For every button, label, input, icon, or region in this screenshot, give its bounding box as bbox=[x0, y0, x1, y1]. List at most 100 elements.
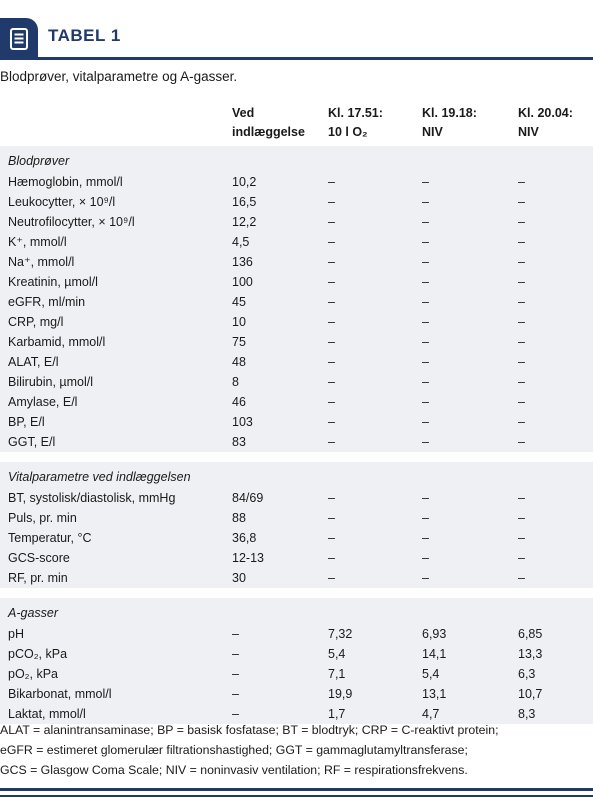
table-title: TABEL 1 bbox=[48, 26, 121, 45]
cell-value: – bbox=[518, 392, 593, 412]
column-header: Kl. 17.51: 10 l O₂ bbox=[328, 106, 383, 139]
cell-value: 83 bbox=[232, 432, 328, 452]
cell-value: 14,1 bbox=[422, 644, 518, 664]
table-body: Blodprøver Hæmoglobin, mmol/l 10,2– – – Leuko… bbox=[0, 146, 593, 724]
cell-value: – bbox=[518, 412, 593, 432]
footnote-line: ALAT = alanintransaminase; BP = basisk f… bbox=[0, 723, 499, 737]
table-row: GCS-score 12-13– – – bbox=[0, 548, 593, 568]
cell-value: 8 bbox=[232, 372, 328, 392]
table-row: Amylase, E/l 46– – – bbox=[0, 392, 593, 412]
row-label: Kreatinin, µmol/l bbox=[0, 272, 232, 292]
column-header-row: Ved indlæggelse Kl. 17.51: 10 l O₂ Kl. 19.… bbox=[0, 100, 593, 146]
table-row: ALAT, E/l 48– – – bbox=[0, 352, 593, 372]
table-row: Hæmoglobin, mmol/l 10,2– – – bbox=[0, 172, 593, 192]
data-table: Ved indlæggelse Kl. 17.51: 10 l O₂ Kl. 19.… bbox=[0, 100, 593, 724]
table-row: Leukocytter, × 10⁹/l 16,5– – – bbox=[0, 192, 593, 212]
row-label: Temperatur, °C bbox=[0, 528, 232, 548]
cell-value: 19,9 bbox=[328, 684, 422, 704]
cell-value: – bbox=[422, 292, 518, 312]
table-row: K⁺, mmol/l 4,5– – – bbox=[0, 232, 593, 252]
cell-value: – bbox=[328, 312, 422, 332]
cell-value: – bbox=[422, 272, 518, 292]
section-title: Vitalparametre ved indlæggelsen bbox=[0, 462, 593, 488]
cell-value: 6,93 bbox=[422, 624, 518, 644]
cell-value: – bbox=[232, 684, 328, 704]
cell-value: 8,3 bbox=[518, 704, 593, 724]
cell-value: – bbox=[518, 508, 593, 528]
section-title: Blodprøver bbox=[0, 146, 593, 172]
row-label: CRP, mg/l bbox=[0, 312, 232, 332]
row-label: Leukocytter, × 10⁹/l bbox=[0, 192, 232, 212]
column-header: Kl. 20.04: NIV bbox=[518, 106, 573, 139]
cell-value: – bbox=[328, 412, 422, 432]
cell-value: 12-13 bbox=[232, 548, 328, 568]
section-title: A-gasser bbox=[0, 598, 593, 624]
footnote-line: eGFR = estimeret glomerulær filtrationsh… bbox=[0, 743, 468, 757]
cell-value: 48 bbox=[232, 352, 328, 372]
table-row: pO₂, kPa –7,1 5,4 6,3 bbox=[0, 664, 593, 684]
row-label: GCS-score bbox=[0, 548, 232, 568]
cell-value: – bbox=[518, 232, 593, 252]
header-rule bbox=[0, 57, 593, 60]
cell-value: 10,2 bbox=[232, 172, 328, 192]
cell-value: – bbox=[328, 372, 422, 392]
cell-value: – bbox=[422, 212, 518, 232]
row-label: GGT, E/l bbox=[0, 432, 232, 452]
cell-value: 30 bbox=[232, 568, 328, 588]
cell-value: 13,3 bbox=[518, 644, 593, 664]
cell-value: 6,85 bbox=[518, 624, 593, 644]
cell-value: – bbox=[422, 412, 518, 432]
table-row: BT, systolisk/diastolisk, mmHg 84/69– – – bbox=[0, 488, 593, 508]
table-row: GGT, E/l 83– – – bbox=[0, 432, 593, 452]
row-label: Amylase, E/l bbox=[0, 392, 232, 412]
cell-value: – bbox=[328, 172, 422, 192]
cell-value: – bbox=[328, 528, 422, 548]
table-row: Laktat, mmol/l –1,7 4,7 8,3 bbox=[0, 704, 593, 724]
table-row: pH –7,32 6,93 6,85 bbox=[0, 624, 593, 644]
table-row: RF, pr. min 30– – – bbox=[0, 568, 593, 588]
row-label: RF, pr. min bbox=[0, 568, 232, 588]
row-label: pCO₂, kPa bbox=[0, 644, 232, 664]
bottom-rule-secondary bbox=[0, 795, 593, 797]
cell-value: – bbox=[328, 252, 422, 272]
table-row: eGFR, ml/min 45– – – bbox=[0, 292, 593, 312]
table-row: BP, E/l 103– – – bbox=[0, 412, 593, 432]
row-label: pO₂, kPa bbox=[0, 664, 232, 684]
column-header: Ved indlæggelse bbox=[232, 106, 305, 139]
table-row: Temperatur, °C 36,8– – – bbox=[0, 528, 593, 548]
cell-value: – bbox=[422, 192, 518, 212]
cell-value: – bbox=[422, 392, 518, 412]
cell-value: 45 bbox=[232, 292, 328, 312]
cell-value: – bbox=[518, 272, 593, 292]
cell-value: – bbox=[328, 568, 422, 588]
cell-value: – bbox=[422, 508, 518, 528]
cell-value: – bbox=[422, 312, 518, 332]
cell-value: – bbox=[422, 372, 518, 392]
cell-value: – bbox=[328, 192, 422, 212]
cell-value: 6,3 bbox=[518, 664, 593, 684]
cell-value: – bbox=[328, 352, 422, 372]
cell-value: 5,4 bbox=[328, 644, 422, 664]
section-title-row: Blodprøver bbox=[0, 146, 593, 172]
document-list-icon bbox=[0, 18, 38, 60]
cell-value: – bbox=[518, 332, 593, 352]
row-label: Bilirubin, µmol/l bbox=[0, 372, 232, 392]
cell-value: – bbox=[422, 232, 518, 252]
cell-value: – bbox=[328, 272, 422, 292]
row-label: Bikarbonat, mmol/l bbox=[0, 684, 232, 704]
row-label: Hæmoglobin, mmol/l bbox=[0, 172, 232, 192]
table-row: Neutrofilocytter, × 10⁹/l 12,2– – – bbox=[0, 212, 593, 232]
cell-value: – bbox=[232, 644, 328, 664]
table-row: CRP, mg/l 10– – – bbox=[0, 312, 593, 332]
cell-value: – bbox=[518, 192, 593, 212]
column-header: Kl. 19.18: NIV bbox=[422, 106, 477, 139]
cell-value: 12,2 bbox=[232, 212, 328, 232]
row-label: pH bbox=[0, 624, 232, 644]
cell-value: – bbox=[328, 508, 422, 528]
table-row: Kreatinin, µmol/l 100– – – bbox=[0, 272, 593, 292]
table-row: Karbamid, mmol/l 75– – – bbox=[0, 332, 593, 352]
cell-value: 46 bbox=[232, 392, 328, 412]
row-label: Karbamid, mmol/l bbox=[0, 332, 232, 352]
cell-value: 10 bbox=[232, 312, 328, 332]
cell-value: – bbox=[328, 232, 422, 252]
